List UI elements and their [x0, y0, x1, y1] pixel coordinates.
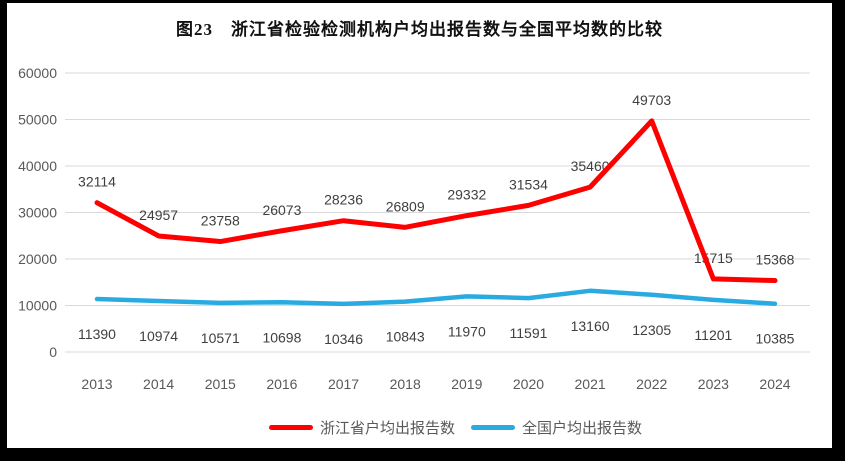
data-label: 11970 — [448, 323, 486, 339]
data-label: 26809 — [386, 198, 425, 214]
x-tick-label: 2021 — [575, 376, 606, 392]
data-label: 10346 — [324, 331, 363, 347]
data-label: 10974 — [139, 328, 178, 344]
x-tick-label: 2024 — [759, 376, 790, 392]
data-label: 11390 — [78, 326, 116, 342]
y-tick-label: 60000 — [18, 65, 57, 81]
data-label: 23758 — [201, 213, 240, 229]
legend-item-national: 全国户均出报告数 — [471, 417, 642, 438]
legend-label-national: 全国户均出报告数 — [522, 420, 643, 437]
data-label: 10698 — [262, 329, 301, 345]
x-tick-label: 2015 — [205, 376, 236, 392]
data-label: 35460 — [571, 158, 610, 174]
data-label: 10843 — [386, 329, 425, 345]
data-label: 13160 — [571, 318, 610, 334]
data-label: 29332 — [447, 187, 486, 203]
data-label: 26073 — [262, 202, 301, 218]
y-tick-label: 0 — [49, 344, 57, 360]
legend-swatch-red-line — [268, 425, 313, 430]
y-tick-label: 20000 — [18, 251, 57, 267]
x-tick-label: 2023 — [698, 376, 729, 392]
data-label: 10571 — [201, 330, 240, 346]
data-label: 15715 — [694, 250, 733, 266]
x-tick-label: 2020 — [513, 376, 544, 392]
x-tick-label: 2022 — [636, 376, 667, 392]
data-label: 12305 — [632, 322, 671, 338]
series-zhejiang-line — [94, 118, 778, 284]
data-label: 15368 — [756, 252, 795, 268]
x-tick-label: 2013 — [81, 376, 112, 392]
chart-canvas: 图23 浙江省检验检测机构户均出报告数与全国平均数的比较 0 10000 20000… — [7, 3, 832, 448]
y-tick-label: 50000 — [18, 112, 57, 128]
x-tick-label: 2018 — [390, 376, 421, 392]
x-tick-label: 2016 — [266, 376, 297, 392]
data-label: 32114 — [78, 174, 116, 190]
y-tick-label: 10000 — [18, 298, 57, 314]
x-tick-label: 2014 — [143, 376, 174, 392]
data-label: 24957 — [139, 207, 178, 223]
chart-title: 图23 浙江省检验检测机构户均出报告数与全国平均数的比较 — [176, 20, 663, 39]
data-label: 11591 — [510, 325, 548, 341]
legend-item-zhejiang: 浙江省户均出报告数 — [268, 417, 455, 438]
chart-svg: 0 10000 20000 30000 40000 50000 60000 2013 2014 2… — [18, 65, 810, 392]
legend-label-zhejiang: 浙江省户均出报告数 — [319, 420, 455, 437]
x-tick-label: 2017 — [328, 376, 359, 392]
y-tick-label: 30000 — [18, 205, 57, 221]
data-label: 31534 — [509, 176, 548, 192]
legend: 浙江省户均出报告数 全国户均出报告数 — [43, 417, 845, 438]
data-label: 28236 — [324, 192, 363, 208]
x-tick-label: 2019 — [451, 376, 482, 392]
series-national-line — [94, 288, 778, 307]
legend-swatch-blue-line — [471, 425, 515, 430]
data-label: 11201 — [694, 327, 732, 343]
data-label: 49703 — [632, 92, 671, 108]
data-label: 10385 — [756, 331, 795, 347]
y-tick-label: 40000 — [18, 158, 57, 174]
